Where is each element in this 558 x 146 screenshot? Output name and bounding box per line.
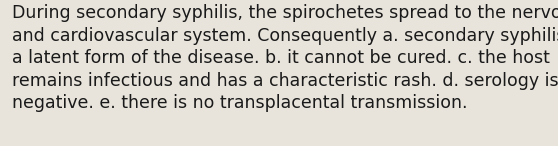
Text: During secondary syphilis, the spirochetes spread to the nervous
and cardiovascu: During secondary syphilis, the spirochet… (12, 4, 558, 112)
